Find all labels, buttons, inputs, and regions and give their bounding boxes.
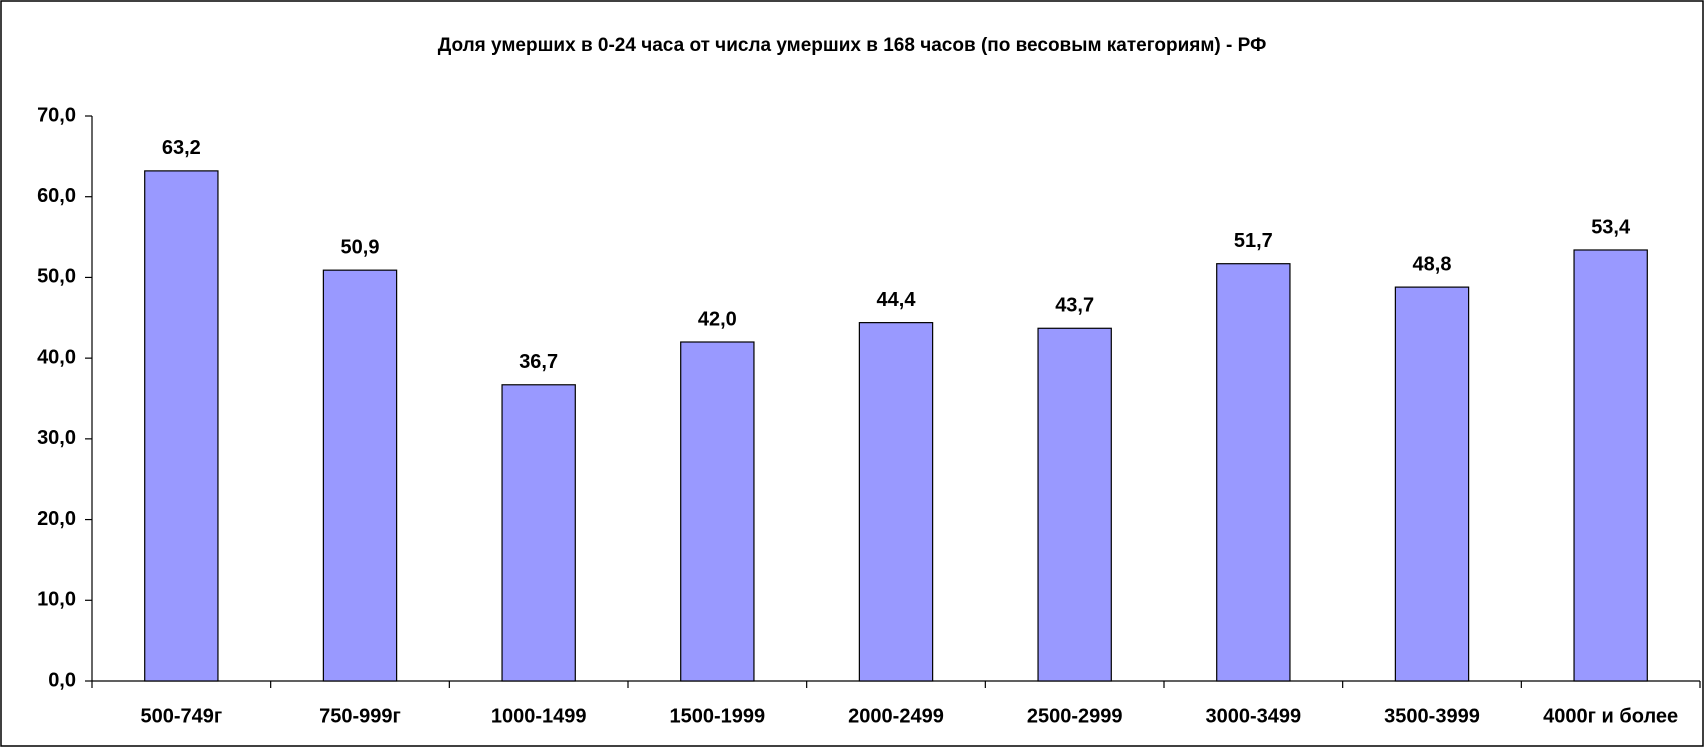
- y-tick-label: 20,0: [37, 508, 76, 530]
- x-tick-label: 4000г и более: [1543, 705, 1678, 727]
- bar: [1037, 327, 1112, 682]
- x-tick-label: 2000-2499: [848, 705, 944, 727]
- y-tick-label: 10,0: [37, 589, 76, 611]
- bar: [1394, 286, 1470, 682]
- value-label: 36,7: [519, 351, 558, 373]
- value-label: 50,9: [341, 236, 380, 258]
- bar: [680, 341, 755, 682]
- value-label: 44,4: [877, 289, 917, 311]
- value-label: 48,8: [1413, 253, 1452, 275]
- y-tick-label: 60,0: [37, 185, 76, 207]
- x-tick-label: 750-999г: [319, 705, 401, 727]
- value-label: 63,2: [162, 137, 201, 159]
- bar: [501, 384, 576, 682]
- value-label: 42,0: [698, 308, 737, 330]
- y-tick-label: 0,0: [48, 669, 76, 691]
- bar: [322, 269, 398, 682]
- bar: [1216, 263, 1291, 682]
- x-tick-label: 2500-2999: [1027, 705, 1123, 727]
- y-tick-label: 40,0: [37, 346, 76, 368]
- bar: [144, 170, 219, 682]
- chart-title: Доля умерших в 0-24 часа от числа умерши…: [438, 35, 1267, 56]
- x-tick-label: 1500-1999: [670, 705, 766, 727]
- bar: [858, 322, 934, 682]
- x-tick-label: 3500-3999: [1384, 705, 1480, 727]
- x-tick-label: 1000-1499: [491, 705, 587, 727]
- y-tick-label: 50,0: [37, 266, 76, 288]
- value-label: 43,7: [1055, 295, 1094, 317]
- value-label: 53,4: [1591, 216, 1631, 238]
- x-tick-label: 3000-3499: [1206, 705, 1302, 727]
- y-tick-label: 30,0: [37, 427, 76, 449]
- x-tick-label: 500-749г: [140, 705, 222, 727]
- bar: [1573, 249, 1648, 682]
- value-label: 51,7: [1234, 230, 1273, 252]
- y-tick-label: 70,0: [37, 104, 76, 126]
